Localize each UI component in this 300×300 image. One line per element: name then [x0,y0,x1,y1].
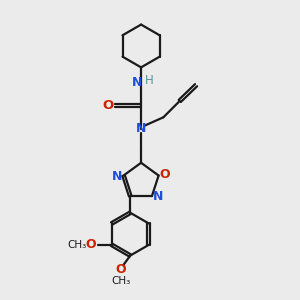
Text: N: N [132,76,143,89]
Text: N: N [153,190,164,203]
Text: N: N [136,122,146,135]
Text: H: H [145,74,154,87]
Text: N: N [112,169,122,183]
Text: O: O [116,263,126,276]
Text: O: O [85,238,96,251]
Text: CH₃: CH₃ [111,276,130,286]
Text: O: O [159,168,170,181]
Text: O: O [103,99,114,112]
Text: CH₃: CH₃ [67,240,87,250]
